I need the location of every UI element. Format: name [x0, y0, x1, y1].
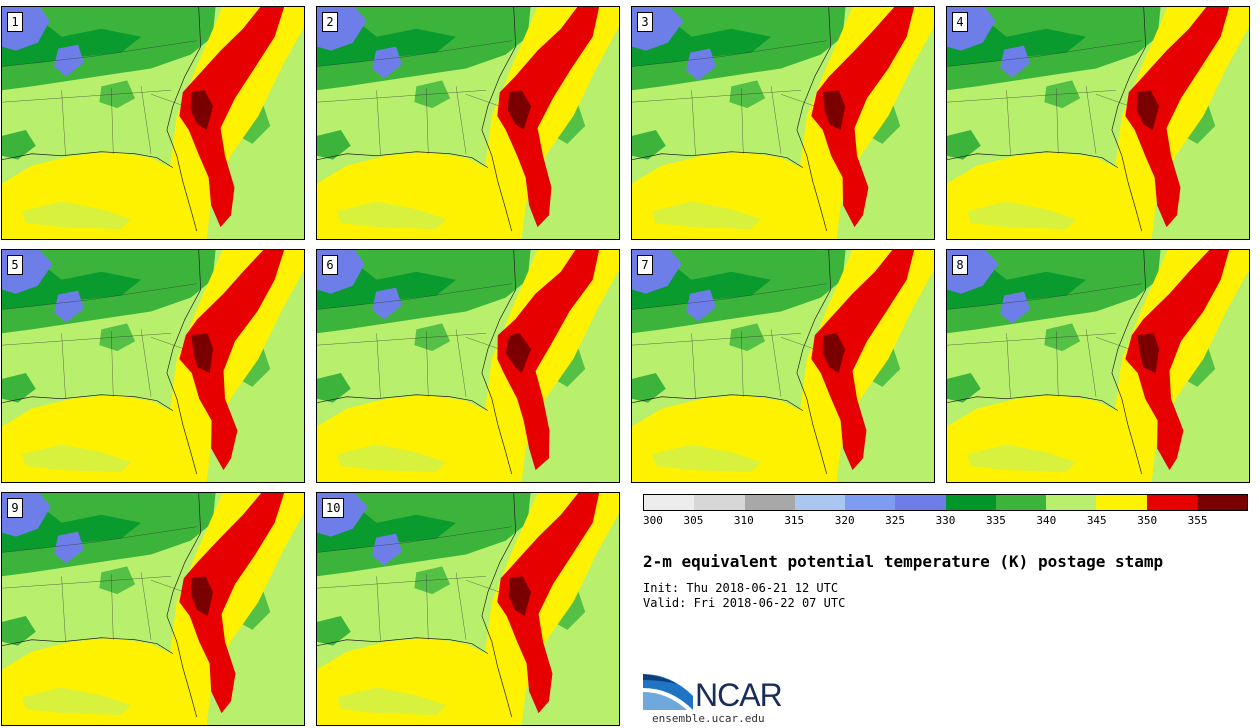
theta-e-map	[632, 7, 934, 239]
member-label: 9	[7, 498, 23, 518]
colorbar-tick-label: 300	[643, 514, 663, 527]
ncar-logo-text: NCAR	[695, 677, 783, 713]
colorbar-segment	[1196, 495, 1247, 510]
colorbar-tick-label: 340	[1036, 514, 1057, 527]
ensemble-member-panel: 4	[946, 6, 1250, 240]
colorbar-tick-label: 350	[1137, 514, 1158, 527]
init-time: Init: Thu 2018-06-21 12 UTC	[643, 581, 839, 595]
logo-url: ensemble.ucar.edu	[652, 712, 765, 725]
colorbar-tick-label: 335	[985, 514, 1006, 527]
member-label: 6	[322, 255, 338, 275]
member-label: 7	[637, 255, 653, 275]
ensemble-member-panel: 5	[1, 249, 305, 483]
member-label: 8	[952, 255, 968, 275]
ensemble-member-panel: 2	[316, 6, 620, 240]
colorbar-segment	[794, 495, 845, 510]
colorbar-segment	[644, 495, 695, 510]
ensemble-member-panel: 7	[631, 249, 935, 483]
colorbar-tick-label: 315	[784, 514, 805, 527]
colorbar-segment	[1096, 495, 1147, 510]
theta-e-map	[2, 250, 304, 482]
colorbar-tick-label: 345	[1086, 514, 1107, 527]
member-label: 10	[322, 498, 345, 518]
ensemble-member-panel: 1	[1, 6, 305, 240]
member-label: 2	[322, 12, 338, 32]
member-label: 3	[637, 12, 653, 32]
colorbar-tick-label: 320	[834, 514, 855, 527]
theta-e-map	[317, 250, 619, 482]
ncar-logo-icon	[643, 674, 693, 710]
ensemble-member-panel: 8	[946, 249, 1250, 483]
colorbar-segment	[1046, 495, 1097, 510]
colorbar-ticks: 300 305 310 315 320 325 330 335 340 345 350 355	[643, 514, 1248, 528]
colorbar-tick-label: 325	[885, 514, 906, 527]
theta-e-map	[632, 250, 934, 482]
ensemble-member-panel: 9	[1, 492, 305, 726]
member-label: 5	[7, 255, 23, 275]
theta-e-map	[947, 250, 1249, 482]
colorbar-segment	[895, 495, 946, 510]
colorbar-tick-label: 330	[935, 514, 956, 527]
theta-e-map	[947, 7, 1249, 239]
colorbar-segment	[1146, 495, 1197, 510]
colorbar-segment	[945, 495, 996, 510]
theta-e-map	[317, 7, 619, 239]
ensemble-member-panel: 6	[316, 249, 620, 483]
theta-e-map	[2, 493, 304, 725]
colorbar-segment	[744, 495, 795, 510]
ensemble-member-panel: 3	[631, 6, 935, 240]
member-label: 4	[952, 12, 968, 32]
ensemble-member-panel: 10	[316, 492, 620, 726]
colorbar	[643, 494, 1248, 511]
member-label: 1	[7, 12, 23, 32]
theta-e-map	[2, 7, 304, 239]
colorbar-segment	[845, 495, 896, 510]
colorbar-segment	[995, 495, 1046, 510]
colorbar-tick-label: 305	[683, 514, 704, 527]
theta-e-map	[317, 493, 619, 725]
colorbar-tick-label: 310	[733, 514, 754, 527]
chart-title: 2-m equivalent potential temperature (K)…	[643, 552, 1164, 571]
colorbar-tick-label: 355	[1187, 514, 1208, 527]
valid-time: Valid: Fri 2018-06-22 07 UTC	[643, 596, 846, 610]
colorbar-segment	[694, 495, 745, 510]
